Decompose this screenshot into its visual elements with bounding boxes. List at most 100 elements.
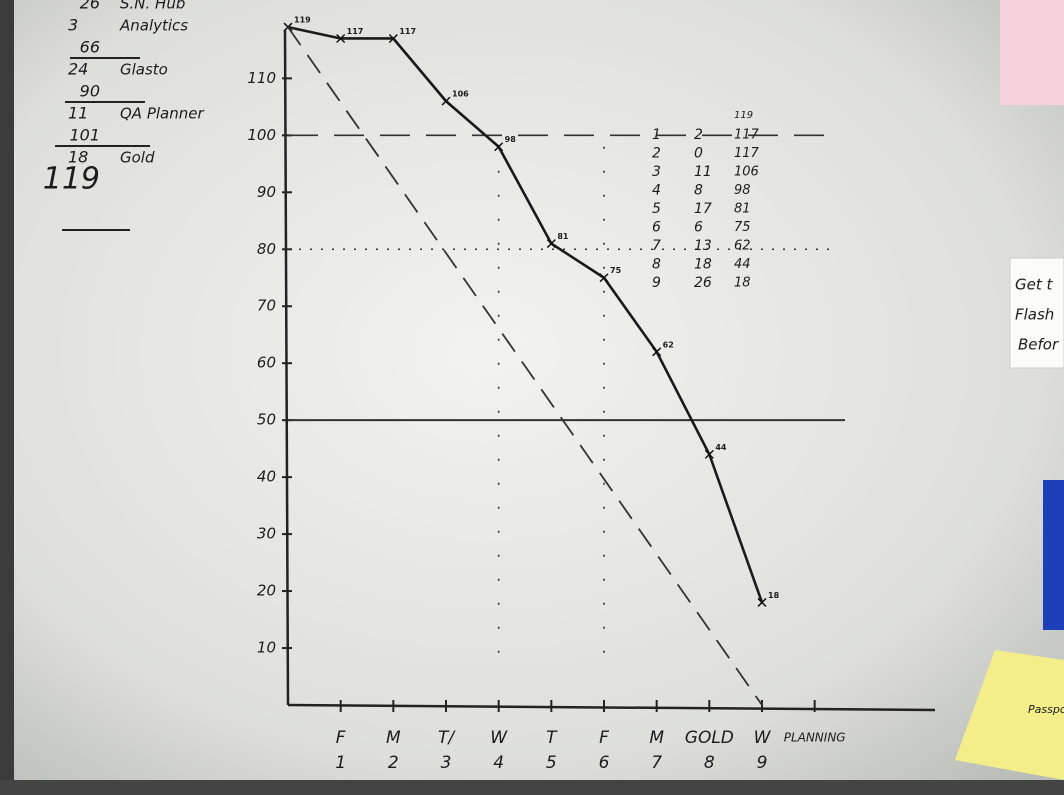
board-frame [0,0,14,795]
y-tick-label: 60 [257,354,276,372]
x-tick-day: 4 [493,753,504,773]
note-text: QA Planner [120,105,204,123]
x-tick-day: 9 [757,753,768,773]
x-tick-label: M [649,728,664,748]
x-tick-label: W [754,728,772,748]
point-label: 18 [768,591,780,600]
note-number: 90 [80,82,100,101]
y-tick-label: 110 [247,69,276,87]
sticky-text: Flash [1015,306,1054,324]
table-cell: 26 [694,275,712,291]
table-cell: 17 [694,201,712,217]
x-tick-label: M [386,728,401,748]
table-cell: 44 [734,257,751,272]
note-number: 119 [43,162,100,197]
table-cell: 7 [652,238,661,254]
x-tick-day: 3 [441,753,452,773]
x-tick-label: GOLD [685,728,734,748]
note-number: 18 [68,148,88,167]
point-label: 62 [663,340,674,349]
note-number: 11 [68,104,88,123]
x-tick-label: F [599,728,609,748]
point-cross [494,142,504,152]
note-text: Gold [120,149,155,167]
point-cross [336,33,346,44]
y-tick-label: 100 [247,126,276,144]
table-cell: 5 [652,201,661,217]
table-cell: 13 [694,238,712,254]
sticky-note-yellow [955,650,1064,780]
x-tick-day: 8 [704,753,715,773]
x-tick-label: PLANNING [784,731,846,745]
whiteboard [14,0,1064,780]
x-tick-label: T [546,728,558,748]
note-number: 24 [68,60,88,79]
point-label: 44 [715,443,727,452]
table-cell: 4 [652,183,661,199]
note-text: Glasto [120,61,168,79]
y-tick-label: 20 [257,582,276,600]
table-cell: 62 [734,239,751,254]
note-number: 101 [69,126,100,145]
y-tick-label: 30 [257,525,276,543]
point-label: 81 [557,232,569,241]
point-cross [441,96,451,106]
point-label: 98 [505,135,517,144]
y-tick-label: 50 [257,411,276,429]
point-cross [599,273,609,283]
point-cross [704,449,714,459]
x-tick-day: 7 [651,753,662,773]
point-label: 75 [610,266,622,275]
burndown-line [287,25,764,603]
y-axis [283,29,290,706]
x-tick-day: 1 [335,753,346,773]
x-tick-label: F [336,728,346,748]
note-text: S.N. Hub [120,0,185,13]
board-frame [0,780,1064,795]
table-cell: 98 [734,183,751,198]
x-tick-day: 2 [388,753,399,773]
table-cell: 106 [734,165,759,180]
table-header: 119 [734,110,753,121]
point-cross [388,33,398,44]
sticky-text: Befor [1018,336,1059,354]
table-cell: 18 [694,257,712,273]
y-tick-label: 10 [257,639,276,657]
blue-card [1043,480,1064,630]
table-cell: 6 [694,220,703,236]
table-cell: 2 [652,146,661,162]
chart: 102030405060708090100110F1M2T/3W4T5F6M7G… [247,16,936,773]
sticky-text: Get t [1015,276,1054,294]
note-number: 66 [80,38,100,57]
point-cross [546,239,556,249]
x-tick-label: W [490,728,508,748]
table-cell: 117 [734,128,760,143]
table-cell: 1 [652,127,661,143]
point-label: 117 [347,27,364,36]
y-tick-label: 90 [257,183,276,201]
table-cell: 18 [734,276,751,291]
y-tick-label: 70 [257,297,276,315]
sticky-note-pink [1000,0,1064,105]
point-label: 106 [452,90,469,99]
note-number: 3 [68,16,78,35]
table-cell: 3 [652,164,661,180]
burndown-line [287,26,763,706]
x-tick-label: T/ [438,728,456,748]
x-tick-day: 5 [546,753,557,773]
table-cell: 81 [734,202,751,217]
point-cross [757,597,767,607]
table-cell: 117 [734,146,760,161]
point-cross [652,347,662,357]
note-number: 26 [80,0,100,13]
x-tick-day: 6 [599,753,610,773]
note-text: Analytics [119,17,188,35]
table-cell: 75 [734,220,751,235]
y-tick-label: 40 [257,468,276,486]
y-tick-label: 80 [257,240,276,258]
point-label: 117 [399,27,416,36]
table-cell: 0 [694,146,703,162]
point-label: 119 [294,16,311,25]
